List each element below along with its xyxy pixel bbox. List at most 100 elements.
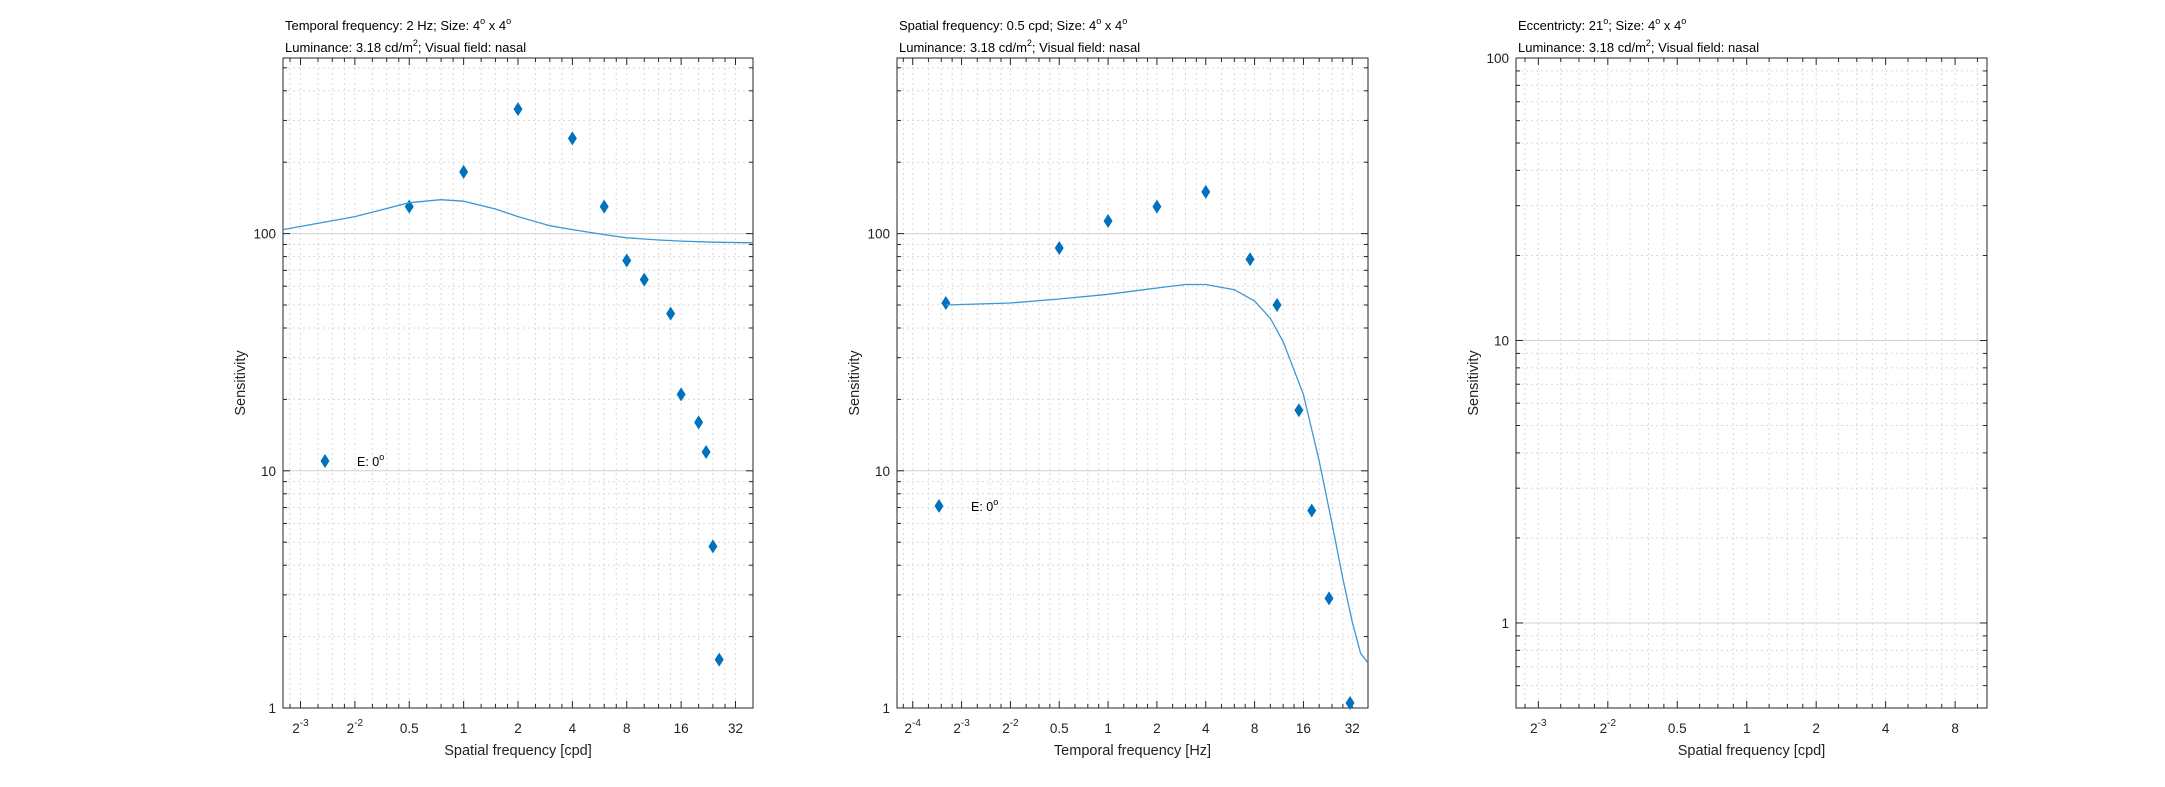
x-tick-label-base: 2 <box>953 721 961 736</box>
x-axis-label: Spatial frequency [cpd] <box>1678 743 1826 759</box>
x-tick-label: 4 <box>1202 721 1210 736</box>
legend-superscript: o <box>379 452 384 462</box>
x-tick-label: 4 <box>1882 721 1890 736</box>
y-tick-label: 1 <box>268 701 276 716</box>
x-tick-label-base: 0.5 <box>1050 721 1069 736</box>
x-tick-label-base: 2 <box>1530 721 1538 736</box>
title-superscript: o <box>1603 16 1608 26</box>
y-axis-label: Sensitivity <box>1466 350 1482 416</box>
y-tick-label: 10 <box>261 464 276 479</box>
data-point-marker <box>676 387 686 402</box>
grid <box>283 58 753 709</box>
title-text: x 4 <box>485 18 506 33</box>
x-tick-label-base: 2 <box>1600 721 1608 736</box>
title-text: Luminance: 3.18 cd/m <box>1518 40 1646 55</box>
title-superscript: o <box>506 16 511 26</box>
x-tick-label: 2-2 <box>347 718 364 736</box>
x-tick-label-exponent: -3 <box>1538 718 1547 729</box>
x-tick-label: 2-3 <box>292 718 309 736</box>
data-point-marker <box>622 253 632 268</box>
x-tick-label: 1 <box>1743 721 1751 736</box>
x-tick-label: 2 <box>1153 721 1161 736</box>
x-tick-label-exponent: -3 <box>300 718 309 729</box>
chart-title-line: Luminance: 3.18 cd/m2; Visual field: nas… <box>899 38 1140 55</box>
x-tick-label: 16 <box>674 721 689 736</box>
title-superscript: o <box>1681 16 1686 26</box>
y-tick-label: 100 <box>253 227 276 242</box>
title-text: x 4 <box>1660 18 1681 33</box>
x-tick-label-base: 2 <box>1812 721 1820 736</box>
data-point-marker <box>666 306 676 321</box>
title-text: x 4 <box>1101 18 1122 33</box>
x-tick-label-base: 1 <box>1743 721 1751 736</box>
x-tick-label: 0.5 <box>1668 721 1687 736</box>
y-tick-label: 10 <box>875 464 890 479</box>
x-tick-label: 2-2 <box>1002 718 1019 736</box>
x-tick-label: 2-3 <box>1530 718 1547 736</box>
data-point-marker <box>404 199 414 214</box>
chart-title-line: Temporal frequency: 2 Hz; Size: 4o x 4o <box>285 16 511 33</box>
x-axis-label: Spatial frequency [cpd] <box>444 743 592 759</box>
data-point-marker <box>1345 695 1355 710</box>
y-tick-label: 1 <box>1501 616 1509 631</box>
x-tick-label-base: 2 <box>1153 721 1161 736</box>
title-superscript: 2 <box>1646 38 1651 48</box>
x-tick-label-base: 16 <box>674 721 689 736</box>
x-tick-label-base: 4 <box>1202 721 1210 736</box>
data-point-marker <box>567 131 577 146</box>
title-superscript: 2 <box>1027 38 1032 48</box>
title-text: ; Visual field: nasal <box>418 40 526 55</box>
x-tick-label: 2-4 <box>905 718 922 736</box>
data-point-marker <box>1307 503 1317 518</box>
data-point-marker <box>599 199 609 214</box>
x-tick-label: 8 <box>1951 721 1959 736</box>
data-point-marker <box>513 102 523 117</box>
title-text: Eccentricty: 21 <box>1518 18 1603 33</box>
x-tick-label-exponent: -3 <box>961 718 970 729</box>
legend-text: E: 0 <box>971 500 993 514</box>
y-axis-label: Sensitivity <box>233 350 249 416</box>
data-point-marker <box>1294 403 1304 418</box>
x-tick-label-exponent: -4 <box>912 718 921 729</box>
x-tick-label-base: 2 <box>292 721 300 736</box>
data-point-marker <box>1103 214 1113 229</box>
legend-marker <box>934 499 944 513</box>
x-tick-label: 1 <box>1104 721 1112 736</box>
x-tick-label: 4 <box>569 721 577 736</box>
x-tick-label: 2-2 <box>1600 718 1617 736</box>
y-tick-label: 10 <box>1494 333 1509 348</box>
title-text: Spatial frequency: 0.5 cpd; Size: 4 <box>899 18 1096 33</box>
x-tick-label: 1 <box>460 721 468 736</box>
title-text: ; Visual field: nasal <box>1651 40 1759 55</box>
x-tick-label-base: 8 <box>1251 721 1259 736</box>
x-tick-label: 32 <box>728 721 743 736</box>
x-tick-label: 2 <box>1812 721 1820 736</box>
grid <box>1516 57 1987 708</box>
x-tick-label-base: 2 <box>1002 721 1010 736</box>
chart-title-line: Spatial frequency: 0.5 cpd; Size: 4o x 4… <box>899 16 1127 33</box>
grid <box>897 58 1368 709</box>
data-point-marker <box>1201 184 1211 199</box>
data-point-marker <box>941 295 951 310</box>
data-point-marker <box>714 652 724 667</box>
title-text: Luminance: 3.18 cd/m <box>899 40 1027 55</box>
x-tick-label: 0.5 <box>400 721 419 736</box>
fit-curve <box>282 199 754 244</box>
x-tick-label-base: 1 <box>1104 721 1112 736</box>
x-tick-label-base: 1 <box>460 721 468 736</box>
title-superscript: 2 <box>413 38 418 48</box>
title-text: Temporal frequency: 2 Hz; Size: 4 <box>285 18 480 33</box>
x-tick-label: 32 <box>1345 721 1360 736</box>
legend-label: E: 0o <box>971 497 998 514</box>
x-tick-label-base: 0.5 <box>1668 721 1687 736</box>
y-tick-label: 1 <box>882 701 890 716</box>
x-tick-label: 16 <box>1296 721 1311 736</box>
title-text: Luminance: 3.18 cd/m <box>285 40 413 55</box>
x-tick-label-exponent: -2 <box>354 718 363 729</box>
title-text: ; Visual field: nasal <box>1032 40 1140 55</box>
fit-curve <box>945 283 1369 664</box>
legend-label: E: 0o <box>357 452 384 469</box>
title-superscript: o <box>480 16 485 26</box>
